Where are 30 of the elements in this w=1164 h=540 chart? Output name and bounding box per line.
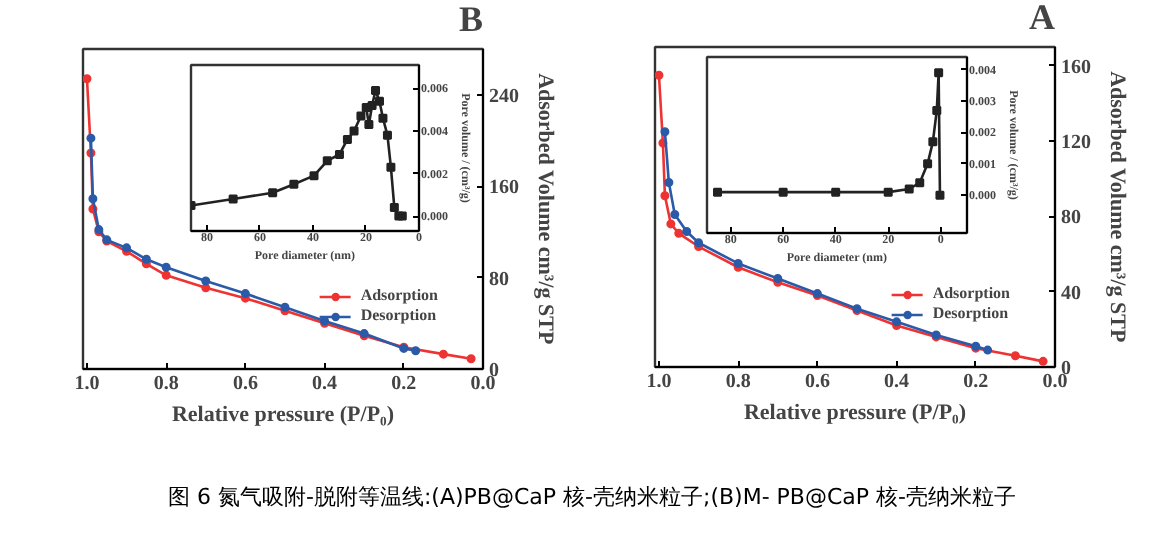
x-tick-label: 0.8 (725, 371, 751, 393)
y-tick-label: 40 (1061, 282, 1081, 305)
x-tick-label: 0.0 (470, 373, 496, 395)
x-tick-label: 0.8 (153, 373, 179, 395)
x-axis-title: Relative pressure (P/P₀) (171, 403, 395, 427)
y-tick-label: 80 (1061, 207, 1081, 230)
x-tick-label: 0.4 (312, 373, 338, 395)
y-tick-label: 120 (1061, 132, 1091, 155)
y-tick-label: 160 (489, 177, 519, 200)
y-axis-title: Adsorbed Volume cm³/g STP (1105, 71, 1129, 343)
x-tick-label: 0.4 (884, 371, 910, 393)
chart-title: B (458, 0, 484, 39)
x-tick-label: 0.6 (804, 371, 830, 393)
legend-label: Adsorption (932, 284, 1010, 302)
legend-label: Adsorption (360, 286, 438, 304)
x-tick-label: 0.2 (963, 371, 989, 393)
x-tick-label: 1.0 (646, 371, 672, 393)
y-tick-label: 240 (489, 85, 519, 108)
x-tick-label: 1.0 (74, 373, 100, 395)
legend-label: Desorption (360, 306, 437, 324)
y-tick-label: 80 (489, 268, 509, 291)
x-tick-label: 0.0 (1042, 371, 1068, 393)
chart-title: A (1029, 0, 1055, 37)
y-tick-label: 160 (1061, 56, 1091, 79)
x-tick-label: 0.2 (391, 373, 417, 395)
x-tick-label: 0.6 (232, 373, 258, 395)
legend-label: Desorption (932, 304, 1009, 322)
caption: 图 6 氮气吸附-脱附等温线:(A)PB@CaP 核-壳纳米粒子;(B)M- PB@CaP 核-壳纳米粒子 (168, 482, 1016, 514)
y-axis-title: Adsorbed Volume cm³/g STP (533, 73, 557, 345)
x-axis-title: Relative pressure (P/P₀) (743, 401, 967, 425)
